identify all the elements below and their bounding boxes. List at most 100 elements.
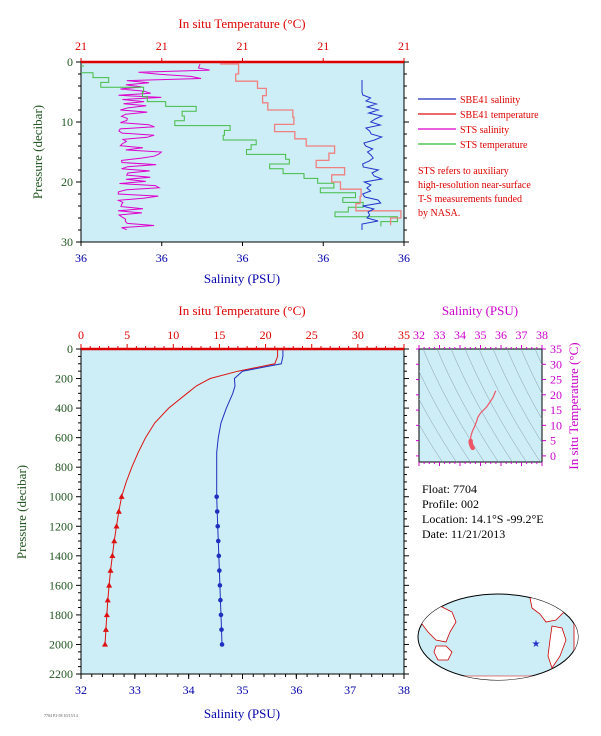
map-continent-africa [573,611,578,653]
near-surface-pressure-tick-label: 30 [61,235,73,249]
salinity-marker [219,642,225,647]
footer-stamp: 7704 P2-58 10/15/14 [44,713,78,718]
near-surface-salinity-tick-label: 36 [237,251,249,265]
ts-density-contour [419,370,471,462]
sts-temperature-line [81,65,398,227]
profile-salinity-axis-label: Salinity (PSU) [204,706,280,721]
temperature-marker [103,611,110,618]
profile-salinity-tick-label: 33 [129,683,141,697]
profile-salinity-tick-label: 34 [183,683,195,697]
profile-temperature-tick-label: 10 [167,328,179,342]
ts-density-contour [464,349,527,462]
ts-temperature-tick-label: 35 [550,342,562,356]
near-surface-panel: 21 21 21 21 21 36 36 36 36 36 0 10 20 30 In situ Temp… [30,16,539,286]
map-continent-south-america [547,625,567,669]
profile-salinity-tick-label: 36 [290,683,302,697]
profile-pressure-tick-label: 1000 [49,490,73,504]
near-surface-pressure-axis-label: Pressure (decibar) [30,105,45,199]
near-surface-legend: SBE41 salinity SBE41 temperature STS sal… [418,95,539,151]
ts-salinity-tick-label: 38 [536,328,548,342]
profile-temperature-axis-label: In situ Temperature (°C) [178,303,305,318]
near-surface-temperature-axis-label: In situ Temperature (°C) [178,16,305,31]
near-surface-traces [81,63,402,231]
temperature-profile-line [104,349,279,645]
ts-temperature-tick-label: 10 [550,418,562,432]
ts-temperature-axis-label: In situ Temperature (°C) [566,342,581,469]
salinity-marker [217,568,222,573]
near-surface-temperature-tick-label: 21 [398,39,410,53]
profile-pressure-tick-label: 1400 [49,549,73,563]
near-surface-pressure-tick-label: 10 [61,115,73,129]
profile-pressure-tick-label: 0 [67,342,73,356]
near-surface-plot-area [80,61,405,243]
near-surface-salinity-tick-label: 36 [398,251,410,265]
ts-point [470,445,475,451]
temperature-marker [111,537,118,544]
ts-temperature-tick-label: 0 [550,449,556,463]
profile-traces [101,349,284,647]
temperature-marker [115,508,122,514]
temperature-marker [118,493,125,499]
salinity-marker [219,627,224,632]
profile-date: Date: 11/21/2013 [422,527,505,541]
temperature-marker [107,567,114,573]
profile-temperature-tick-label: 20 [260,328,272,342]
salinity-marker [215,523,221,529]
profile-pressure-tick-label: 400 [55,401,73,415]
temperature-marker [101,641,108,647]
ts-salinity-tick-label: 34 [454,328,466,342]
near-surface-pressure-tick-label: 0 [67,55,73,69]
profile-temperature-tick-label: 35 [398,328,410,342]
profile-temperature-tick-label: 0 [78,328,84,342]
profile-temperature-tick-label: 30 [352,328,364,342]
ts-density-contour [419,398,457,462]
profile-pressure-tick-label: 200 [55,372,73,386]
sts-note-line-3: T-S measurements funded [418,194,522,205]
ts-salinity-tick-label: 37 [516,328,528,342]
temperature-marker [113,523,120,529]
near-surface-salinity-tick-label: 36 [75,251,87,265]
sts-salinity-line [116,63,210,231]
salinity-marker [218,612,224,618]
ts-temperature-tick-label: 20 [550,388,562,402]
legend-label-sbe41-temperature: SBE41 temperature [460,110,539,121]
profile-plot-area [80,348,405,675]
legend-label-sts-temperature: STS temperature [460,140,528,151]
ts-density-contour [520,349,542,395]
ts-density-contour [534,349,542,366]
salinity-marker [214,509,220,514]
near-surface-pressure-tick-label: 20 [61,175,73,189]
near-surface-salinity-tick-label: 36 [317,251,329,265]
near-surface-temperature-tick-label: 21 [237,39,249,53]
profile-salinity-tick-label: 35 [237,683,249,697]
sts-note-line-1: STS refers to auxiliary [418,166,509,177]
profile-pressure-tick-label: 1200 [49,519,73,533]
ts-density-contour [492,349,542,444]
temperature-marker [109,552,116,559]
ts-salinity-axis-label: Salinity (PSU) [442,303,518,318]
ts-points [468,390,497,451]
salinity-marker [217,583,223,588]
ts-density-contours [419,349,542,462]
ts-density-contour [422,349,485,462]
profile-pressure-axis-label: Pressure (decibar) [14,465,29,559]
profile-salinity-tick-label: 38 [398,683,410,697]
ts-salinity-tick-label: 33 [434,328,446,342]
ts-density-contour [419,423,443,462]
near-surface-temperature-tick-label: 21 [75,39,87,53]
profile-axes: 0 5 10 15 20 25 30 35 32 33 34 35 36 37 38 0 200 400 600 80… [49,328,410,697]
profile-temperature-tick-label: 5 [124,328,130,342]
profile-panel: 0 5 10 15 20 25 30 35 32 33 34 35 36 37 38 0 200 400 600 80… [14,303,410,721]
salinity-marker [218,597,223,603]
ts-density-contour [478,349,541,462]
map-continent-australia [433,645,453,661]
profile-temperature-tick-label: 15 [213,328,225,342]
ts-plot-area [418,348,543,463]
profile-pressure-tick-label: 1800 [49,608,73,622]
ts-temperature-tick-label: 30 [550,357,562,371]
salinity-profile-line [216,349,284,645]
profile-pressure-tick-label: 600 [55,431,73,445]
sbe41-temperature-line [220,63,402,226]
legend-label-sts-salinity: STS salinity [460,125,509,136]
ts-salinity-tick-label: 35 [475,328,487,342]
